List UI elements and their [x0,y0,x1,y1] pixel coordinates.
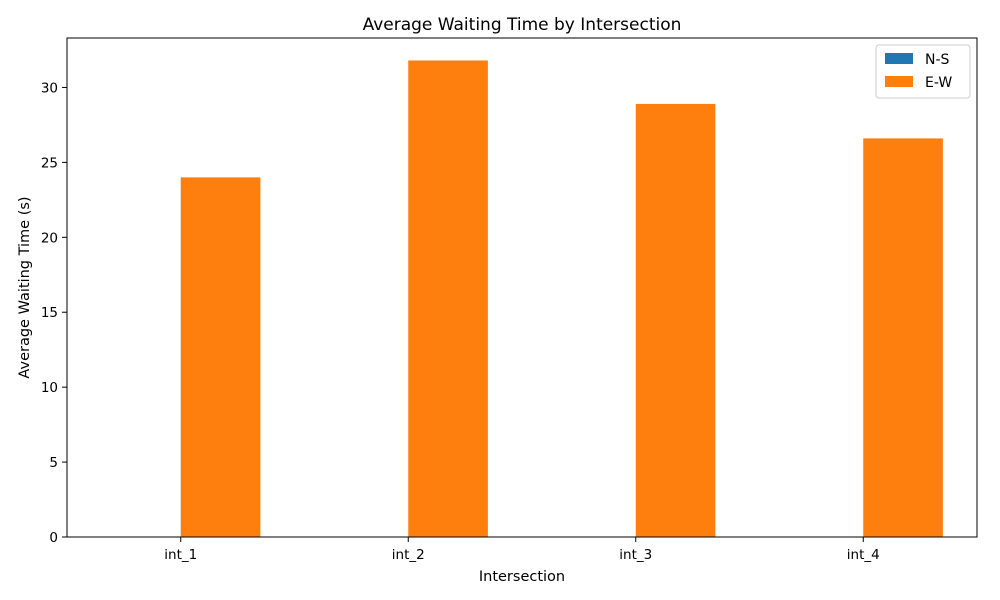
y-tick-label: 30 [41,80,58,96]
legend-label-ew: E-W [925,75,952,91]
plot-frame [66,37,978,538]
x-axis: int_1 int_2 int_3 int_4 [164,537,880,563]
legend-box [875,44,971,99]
y-tick-label: 20 [41,230,58,246]
x-axis-label: Intersection [479,569,565,585]
y-tick-label: 0 [49,530,58,546]
y-tick-label: 5 [49,455,58,471]
legend-label-ns: N-S [925,52,950,68]
x-tick-label: int_1 [164,547,197,563]
y-axis-label: Average Waiting Time (s) [17,196,33,378]
legend-swatch-ns [885,53,913,64]
x-tick-label: int_2 [392,547,425,563]
chart-title: Average Waiting Time by Intersection [363,15,682,35]
y-tick-label: 10 [41,380,58,396]
bar-e-w-int_1 [180,177,261,538]
bars-layer [180,60,943,538]
y-axis: 0 5 10 15 20 25 30 [41,80,67,546]
bar-e-w-int_3 [635,103,716,538]
x-tick-label: int_4 [847,547,880,563]
bar-e-w-int_2 [408,60,488,537]
legend: N-S E-W [875,44,971,99]
x-tick-label: int_3 [619,547,652,563]
y-tick-label: 15 [41,305,58,321]
bar-e-w-int_4 [863,138,943,537]
legend-swatch-ew [885,76,913,87]
y-tick-label: 25 [41,155,58,171]
